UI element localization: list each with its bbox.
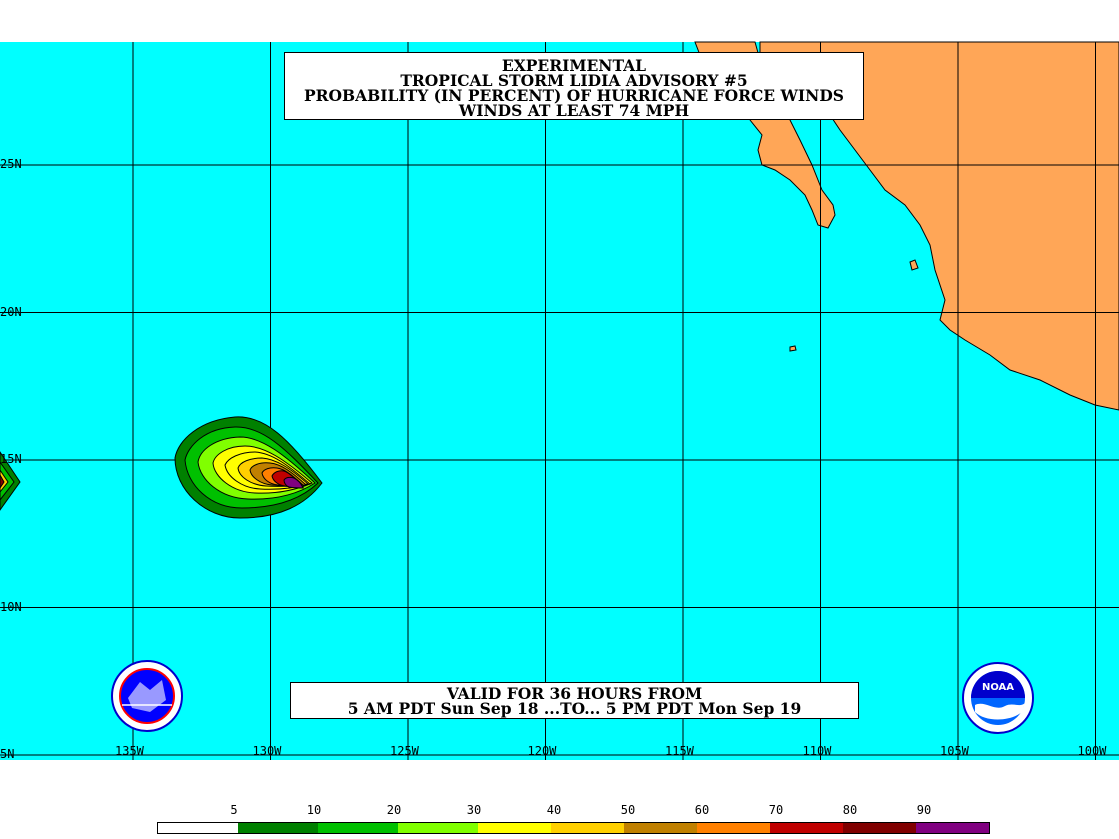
valid-period-box: VALID FOR 36 HOURS FROM 5 AM PDT Sun Sep…	[290, 682, 859, 719]
legend-swatch	[916, 823, 989, 833]
lon-label: 100W	[1077, 744, 1107, 758]
legend-label: 5	[230, 803, 238, 817]
lon-label: 120W	[527, 744, 557, 758]
lon-label: 125W	[390, 744, 419, 758]
lat-label: 20N	[0, 304, 22, 319]
lat-label: 10N	[0, 599, 22, 614]
contour-90	[283, 476, 304, 489]
title-line-4: WINDS AT LEAST 74 MPH	[458, 101, 690, 120]
lon-label: 135W	[115, 744, 144, 758]
lat-label: 5N	[0, 747, 15, 761]
title-box: EXPERIMENTAL TROPICAL STORM LIDIA ADVISO…	[284, 52, 864, 120]
legend-label: 50	[620, 803, 636, 817]
lon-label: 115W	[665, 744, 694, 758]
island-tres-marias	[909, 259, 919, 271]
legend-swatch	[697, 823, 770, 833]
legend-color-bar	[157, 822, 990, 834]
legend-swatch	[238, 823, 318, 833]
valid-line-2: 5 AM PDT Sun Sep 18 ...TO... 5 PM PDT Mo…	[347, 699, 802, 718]
legend-label: 30	[466, 803, 482, 817]
legend-swatch	[398, 823, 478, 833]
legend-label: 70	[768, 803, 784, 817]
legend-label: 60	[694, 803, 710, 817]
contour-edge-30	[0, 473, 5, 489]
island-revillagigedo	[789, 345, 797, 352]
legend-swatch	[770, 823, 843, 833]
legend-label: 40	[546, 803, 562, 817]
title-line-3: PROBABILITY (IN PERCENT) OF HURRICANE FO…	[304, 86, 844, 105]
legend-swatch	[158, 823, 238, 833]
lon-label: 130W	[252, 744, 282, 758]
national-weather-service-logo	[111, 660, 183, 732]
legend-label: 90	[916, 803, 932, 817]
valid-line-1: VALID FOR 36 HOURS FROM	[446, 684, 703, 703]
legend-label: 10	[306, 803, 322, 817]
title-line-1: EXPERIMENTAL	[501, 56, 647, 75]
legend-swatch	[318, 823, 398, 833]
title-line-2: TROPICAL STORM LIDIA ADVISORY #5	[400, 71, 748, 90]
noaa-logo: NOAA	[962, 662, 1034, 734]
lat-lon-grid	[0, 42, 1119, 760]
legend-swatch	[551, 823, 624, 833]
lon-label: 105W	[940, 744, 969, 758]
legend-swatch	[843, 823, 916, 833]
legend-label: 20	[386, 803, 402, 817]
lon-label: 110W	[802, 744, 832, 758]
lat-label: 15N	[0, 452, 22, 466]
legend-swatch	[478, 823, 551, 833]
legend-label: 80	[842, 803, 858, 817]
legend-swatch	[624, 823, 697, 833]
probability-contours	[0, 416, 323, 519]
lat-label: 25N	[0, 157, 22, 171]
noaa-logo-text: NOAA	[982, 682, 1014, 693]
